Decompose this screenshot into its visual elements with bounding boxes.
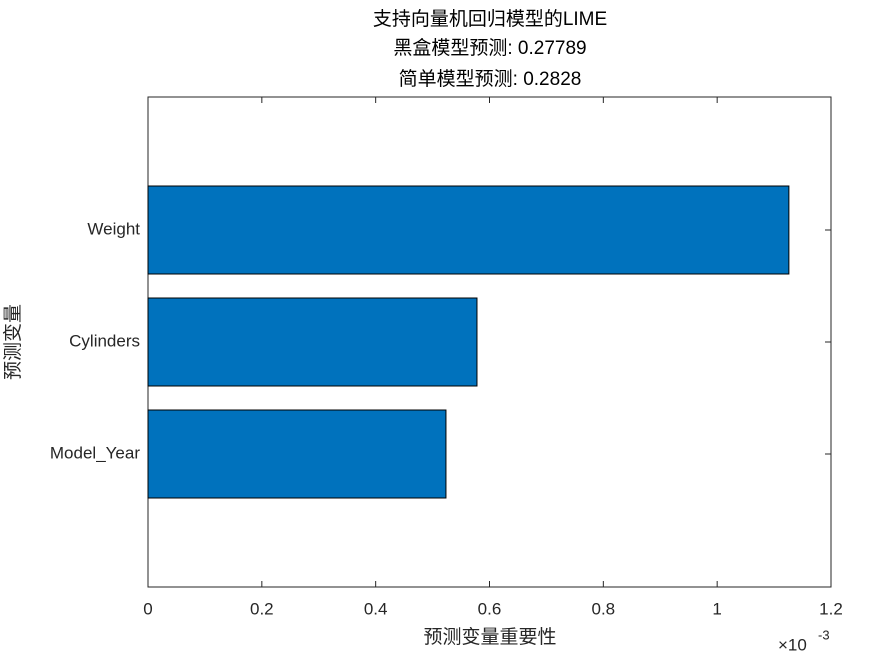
x-tick-label: 0.8 — [592, 599, 616, 618]
x-tick-label: 1.2 — [819, 599, 843, 618]
bar — [147, 297, 478, 387]
x-tick-label: 0.6 — [478, 599, 502, 618]
y-tick-label: Cylinders — [69, 331, 140, 350]
bar — [147, 185, 790, 275]
x-tick-label: 0.2 — [250, 599, 274, 618]
bar — [147, 409, 447, 499]
x-axis-label: 预测变量重要性 — [423, 626, 556, 648]
y-axis-label: 预测变量 — [2, 304, 24, 380]
chart-subtitle: 黑盒模型预测: 0.27789 — [393, 37, 586, 59]
chart-title: 支持向量机回归模型的LIME — [373, 8, 607, 30]
y-tick-label: Model_Year — [50, 443, 140, 462]
x-multiplier: ×10 — [778, 635, 807, 654]
x-multiplier-exponent: -3 — [818, 627, 830, 642]
y-tick-label: Weight — [87, 219, 140, 238]
x-tick-label: 0.4 — [364, 599, 388, 618]
chart-subtitle: 简单模型预测: 0.2828 — [399, 68, 582, 90]
x-tick-label: 0 — [143, 599, 152, 618]
x-tick-label: 1 — [712, 599, 721, 618]
